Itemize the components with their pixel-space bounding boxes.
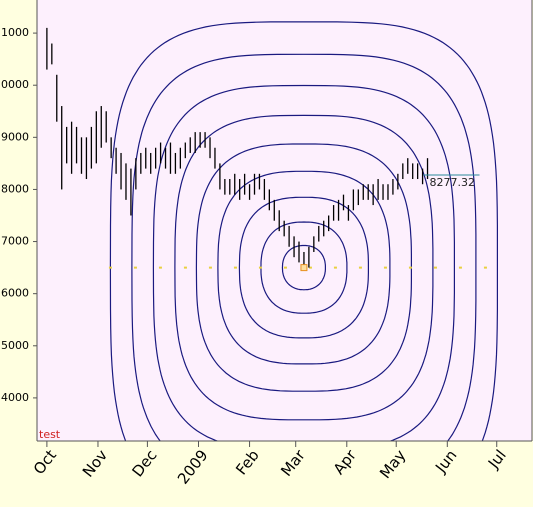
y-tick-label: 11000 (0, 26, 29, 39)
plot-layer (46, 21, 498, 441)
y-tick-label: 6000 (1, 287, 29, 300)
low-marker (300, 264, 308, 272)
last-value-label: 8277.32 (430, 176, 476, 189)
y-tick-label: 4000 (1, 391, 29, 404)
ring (281, 244, 326, 291)
annotation: test (39, 428, 61, 441)
y-tick-label: 8000 (1, 182, 29, 195)
ring (217, 170, 391, 365)
ring (152, 84, 455, 441)
y-tick-label: 5000 (1, 339, 29, 352)
ring (131, 53, 477, 441)
ring (195, 143, 412, 392)
ring (174, 114, 434, 421)
y-tick-label: 9000 (1, 130, 29, 143)
plot-area (37, 0, 532, 441)
ring (238, 196, 369, 339)
y-tick-label: 7000 (1, 235, 29, 248)
y-tick-label: 10000 (0, 78, 29, 91)
